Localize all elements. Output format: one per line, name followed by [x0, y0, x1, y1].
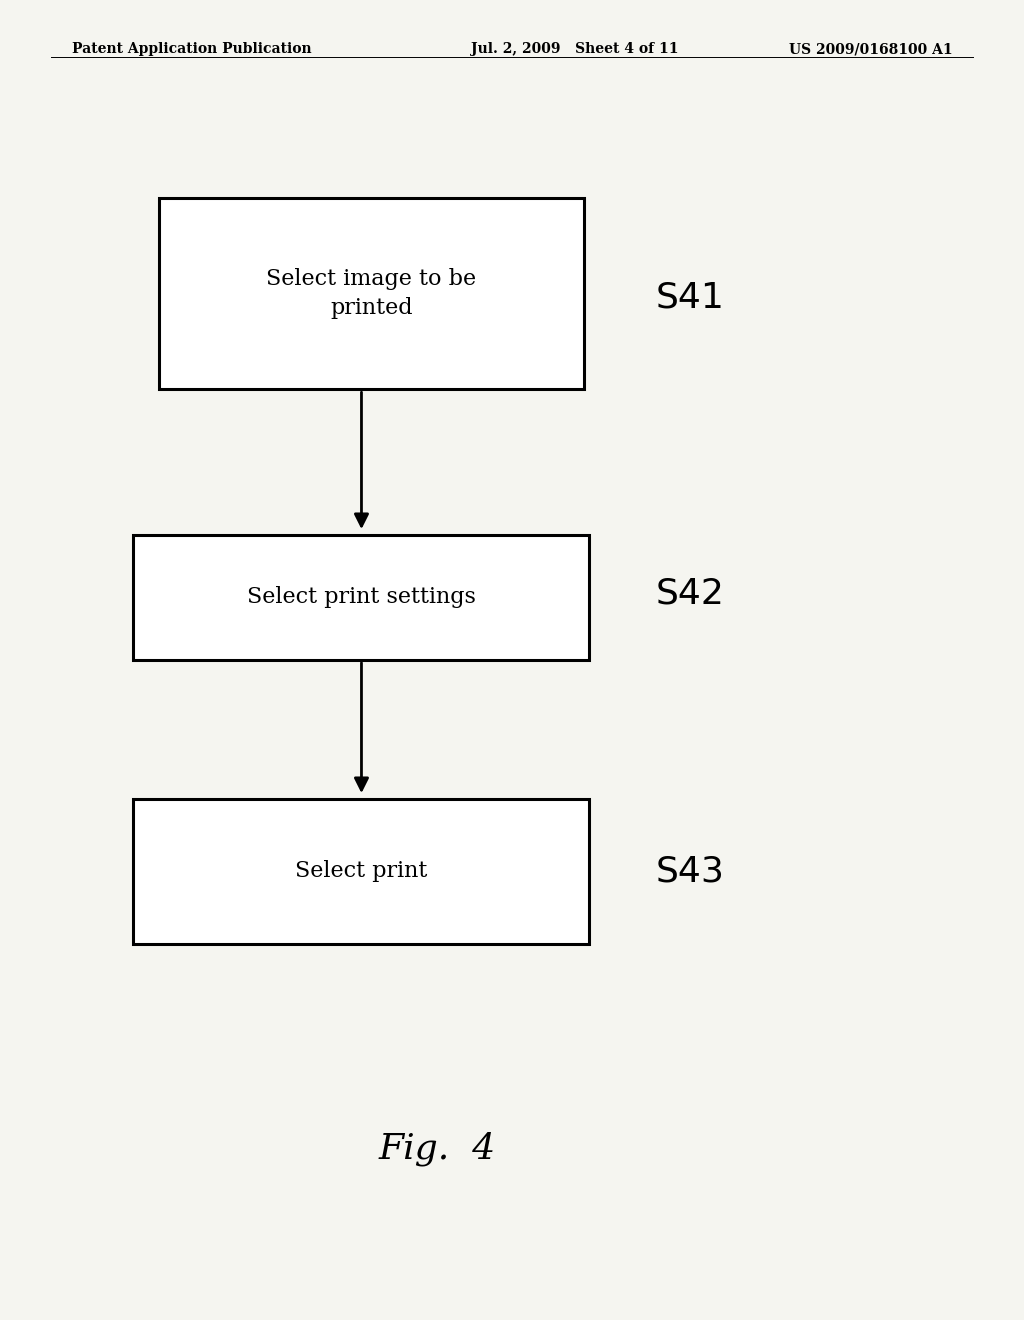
Text: Jul. 2, 2009   Sheet 4 of 11: Jul. 2, 2009 Sheet 4 of 11: [471, 42, 679, 57]
Text: S43: S43: [655, 854, 724, 888]
Text: Fig.  4: Fig. 4: [379, 1131, 497, 1166]
Text: Select print: Select print: [295, 861, 427, 882]
Bar: [133, 799, 589, 944]
Text: Patent Application Publication: Patent Application Publication: [72, 42, 311, 57]
Bar: [133, 535, 589, 660]
Text: S42: S42: [655, 577, 724, 611]
Text: US 2009/0168100 A1: US 2009/0168100 A1: [788, 42, 952, 57]
Text: S41: S41: [655, 280, 724, 314]
Bar: [159, 198, 584, 389]
Text: Select image to be
printed: Select image to be printed: [266, 268, 476, 319]
Text: Select print settings: Select print settings: [247, 586, 475, 609]
